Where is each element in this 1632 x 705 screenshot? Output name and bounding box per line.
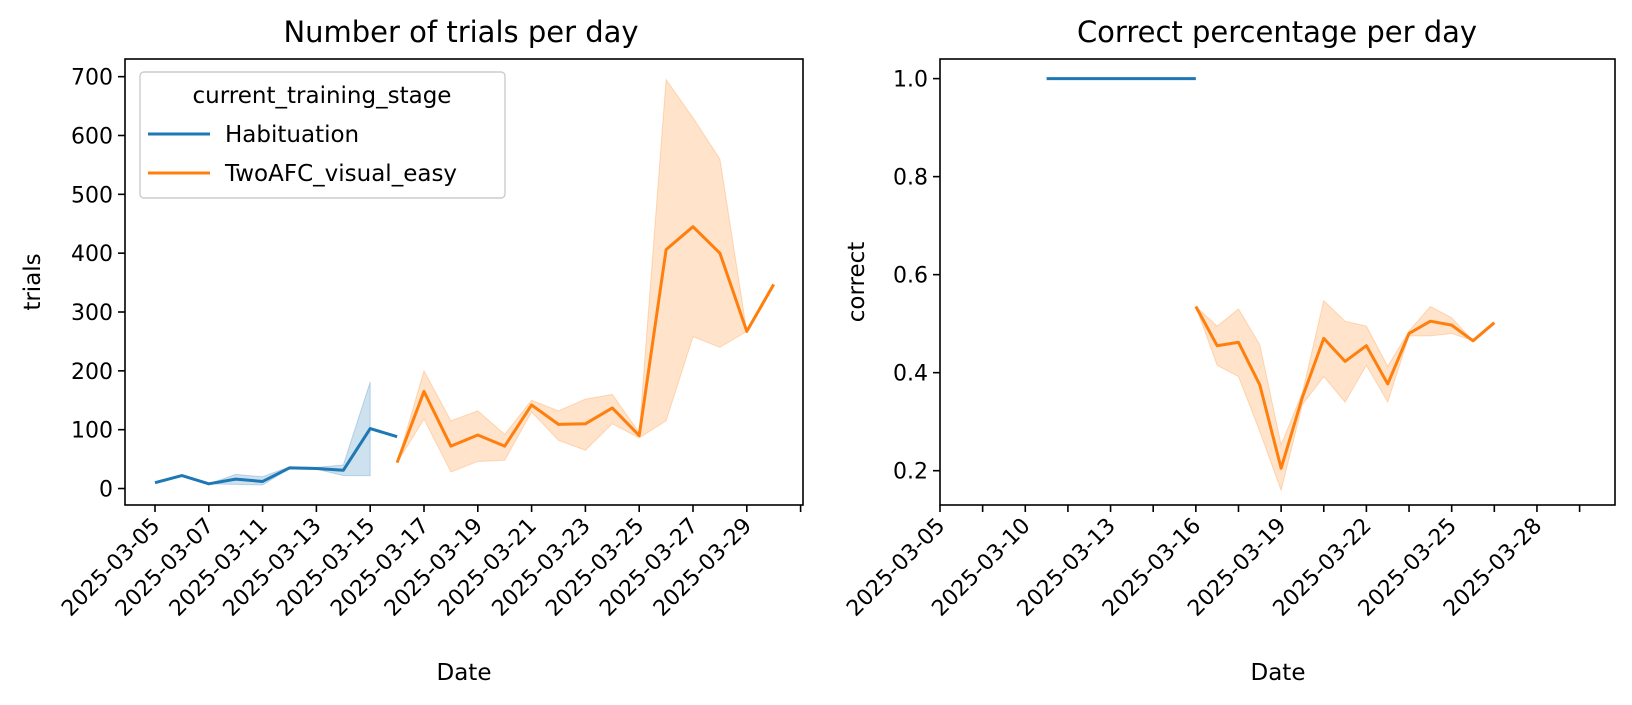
correct-chart: Correct percentage per day 0.2 0.4 0.6 0.8 1…	[842, 15, 1616, 686]
legend-title: current_training_stage	[193, 83, 452, 109]
trials-line-twoafc-visual-easy	[395, 225, 776, 464]
correct-y-tick-label: 0.4	[893, 362, 928, 387]
trials-y-tick-label: 100	[71, 419, 113, 444]
correct-y-axis-label: correct	[844, 242, 870, 323]
trials-chart: Number of trials per day 0 100 200 300 400 50…	[20, 15, 804, 686]
trials-plot-frame	[124, 58, 804, 506]
correct-x-axis-label: Date	[1251, 660, 1306, 686]
trials-y-axis-label: trials	[20, 253, 46, 310]
trials-y-tick-label: 600	[71, 124, 113, 149]
legend-label-habituation: Habituation	[225, 122, 359, 148]
trials-y-tick-label: 400	[71, 242, 113, 267]
correct-y-tick-label: 0.2	[893, 460, 928, 485]
trials-x-axis-label: Date	[437, 660, 492, 686]
trials-y-tick-label: 500	[71, 183, 113, 208]
correct-chart-title: Correct percentage per day	[1077, 15, 1477, 49]
correct-x-axis: 2025-03-052025-03-102025-03-132025-03-16…	[842, 505, 1581, 622]
trials-y-tick-label: 700	[71, 66, 113, 91]
correct-series-lines	[1046, 77, 1496, 470]
trials-y-tick-label: 0	[99, 478, 113, 503]
legend: current_training_stage Habituation TwoAF…	[139, 71, 506, 199]
correct-y-axis: 0.2 0.4 0.6 0.8 1.0	[893, 68, 940, 485]
correct-line-twoafc-visual-easy	[1194, 305, 1496, 470]
correct-y-tick-label: 1.0	[893, 68, 928, 93]
trials-y-axis: 0 100 200 300 400 500 600 700	[71, 66, 125, 503]
trials-series-lines	[154, 225, 776, 486]
legend-box	[139, 71, 506, 199]
correct-y-tick-label: 0.6	[893, 264, 928, 289]
trials-line-habituation	[154, 427, 398, 486]
correct-confidence-bands	[1195, 299, 1495, 493]
correct-plot-frame	[939, 58, 1616, 506]
trials-chart-title: Number of trials per day	[283, 15, 638, 49]
trials-x-axis: 2025-03-052025-03-072025-03-112025-03-13…	[57, 505, 802, 622]
trials-y-tick-label: 300	[71, 301, 113, 326]
correct-y-tick-label: 0.8	[893, 166, 928, 191]
trials-y-tick-label: 200	[71, 360, 113, 385]
legend-label-twoafc: TwoAFC_visual_easy	[224, 161, 457, 187]
correct-band-twoafc-visual-easy	[1195, 299, 1495, 493]
